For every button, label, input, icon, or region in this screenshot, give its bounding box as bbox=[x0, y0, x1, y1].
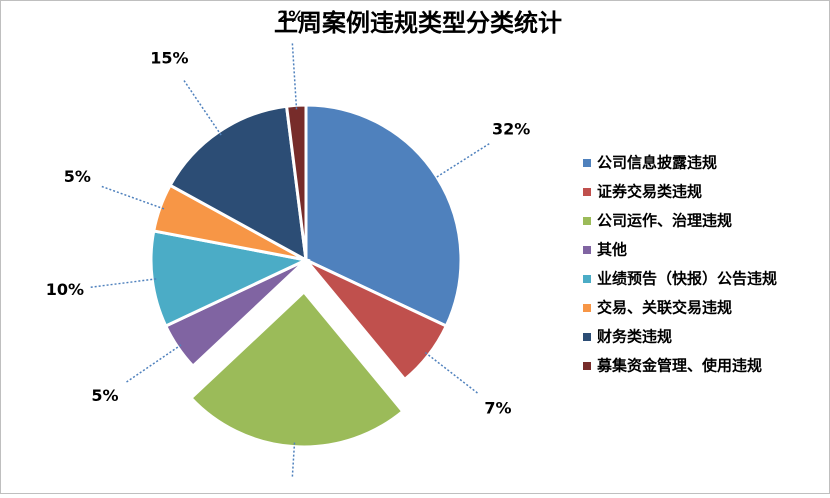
chart-title: 上周案例违规类型分类统计 bbox=[274, 9, 562, 37]
legend-swatch bbox=[583, 304, 591, 312]
leader-line bbox=[291, 43, 298, 110]
legend-label: 证券交易类违规 bbox=[597, 183, 702, 201]
leader-line bbox=[126, 344, 182, 383]
data-label: 15% bbox=[150, 49, 188, 68]
legend-label: 业绩预告（快报）公告违规 bbox=[597, 270, 777, 288]
legend-swatch bbox=[583, 333, 591, 341]
leader-line bbox=[90, 278, 157, 288]
leader-line bbox=[101, 185, 165, 210]
legend-swatch bbox=[583, 275, 591, 283]
data-label: 2% bbox=[277, 7, 304, 26]
pie-slice bbox=[304, 258, 449, 382]
leader-line bbox=[183, 80, 222, 136]
legend-label: 公司运作、治理违规 bbox=[597, 212, 732, 230]
legend-label: 其他 bbox=[597, 241, 627, 259]
legend-label: 公司信息披露违规 bbox=[597, 154, 717, 172]
data-label: 10% bbox=[46, 280, 84, 299]
leader-line bbox=[433, 143, 490, 180]
pie-slice bbox=[304, 103, 463, 328]
data-label: 32% bbox=[492, 119, 530, 138]
data-label: 5% bbox=[91, 386, 118, 405]
legend-swatch bbox=[583, 159, 591, 167]
pie-slice bbox=[168, 104, 308, 263]
legend-swatch bbox=[583, 362, 591, 370]
legend-swatch bbox=[583, 188, 591, 196]
leader-line bbox=[291, 442, 296, 477]
legend-swatch bbox=[583, 217, 591, 225]
leader-line bbox=[424, 351, 478, 394]
legend-label: 募集资金管理、使用违规 bbox=[596, 357, 762, 375]
pie-slice bbox=[188, 289, 405, 449]
legend-label: 财务类违规 bbox=[597, 328, 672, 346]
legend-swatch bbox=[583, 246, 591, 254]
data-label: 5% bbox=[64, 167, 91, 186]
legend-label: 交易、关联交易违规 bbox=[597, 299, 732, 317]
data-label: 7% bbox=[484, 398, 511, 417]
